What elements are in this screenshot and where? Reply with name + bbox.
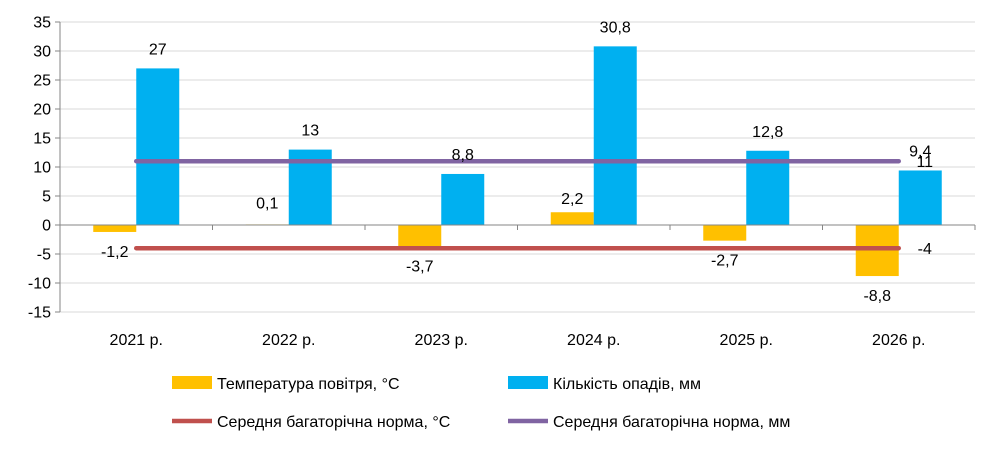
bar-precipitation bbox=[593, 46, 637, 225]
data-label: 13 bbox=[301, 123, 319, 140]
legend-label: Кількість опадів, мм bbox=[553, 376, 701, 393]
bar-temperature bbox=[93, 225, 137, 232]
y-tick-label: 15 bbox=[33, 131, 51, 148]
y-tick-label: 0 bbox=[42, 218, 51, 235]
y-tick-label: 25 bbox=[33, 73, 51, 90]
x-tick-label: 2025 р. bbox=[720, 332, 773, 349]
legend-label: Середня багаторічна норма, мм bbox=[553, 414, 790, 431]
y-tick-label: -10 bbox=[28, 276, 51, 293]
bar-precipitation bbox=[898, 170, 942, 225]
bar-temperature bbox=[398, 225, 442, 247]
x-tick-label: 2024 р. bbox=[567, 332, 620, 349]
legend: Температура повітря, °С Кількість опадів,… bbox=[172, 376, 790, 431]
data-label: 30,8 bbox=[600, 19, 631, 36]
bar-temperature bbox=[855, 225, 899, 277]
bar-temperature bbox=[550, 212, 594, 225]
data-label: -2,7 bbox=[711, 253, 739, 270]
legend-label: Температура повітря, °С bbox=[217, 376, 400, 393]
y-tick-label: -5 bbox=[37, 247, 51, 264]
data-label: -1,2 bbox=[101, 244, 129, 261]
y-tick-label: 20 bbox=[33, 102, 51, 119]
data-labels: -1,2 0,1 -3,7 2,2 -2,7 -8,8 27 13 8,8 30,8 12,8 9,4… bbox=[101, 19, 933, 305]
legend-swatch bbox=[172, 376, 212, 389]
gridlines bbox=[60, 21, 975, 313]
data-label: 0,1 bbox=[256, 195, 278, 212]
norm-line-label: -4 bbox=[918, 241, 932, 258]
x-tick-label: 2022 р. bbox=[262, 332, 315, 349]
bar-precipitation bbox=[136, 68, 180, 226]
y-tick-label: 10 bbox=[33, 160, 51, 177]
x-tick-label: 2026 р. bbox=[872, 332, 925, 349]
y-axis: 35 30 25 20 15 10 5 0 -5 -10 -15 bbox=[28, 15, 61, 322]
bar-temperature bbox=[703, 225, 747, 241]
x-tick-label: 2021 р. bbox=[110, 332, 163, 349]
data-label: 8,8 bbox=[452, 147, 474, 164]
bar-precipitation bbox=[441, 173, 485, 225]
legend-swatch bbox=[508, 376, 548, 389]
norm-lines bbox=[134, 158, 901, 251]
data-label: 9,4 bbox=[909, 143, 931, 160]
data-label: 12,8 bbox=[752, 124, 783, 141]
data-label: 2,2 bbox=[561, 191, 583, 208]
y-tick-label: 30 bbox=[33, 44, 51, 61]
norm-line-label: 11 bbox=[916, 154, 933, 171]
x-axis: 2021 р. 2022 р. 2023 р. 2024 р. 2025 р. 2026 … bbox=[59, 224, 976, 349]
y-tick-label: 35 bbox=[33, 15, 51, 32]
data-label: 27 bbox=[149, 41, 167, 58]
y-tick-label: 5 bbox=[42, 189, 51, 206]
data-label: -3,7 bbox=[406, 258, 434, 275]
data-label: -8,8 bbox=[863, 288, 891, 305]
y-tick-label: -15 bbox=[28, 305, 51, 322]
legend-label: Середня багаторічна норма, °С bbox=[217, 414, 450, 431]
x-tick-label: 2023 р. bbox=[415, 332, 468, 349]
